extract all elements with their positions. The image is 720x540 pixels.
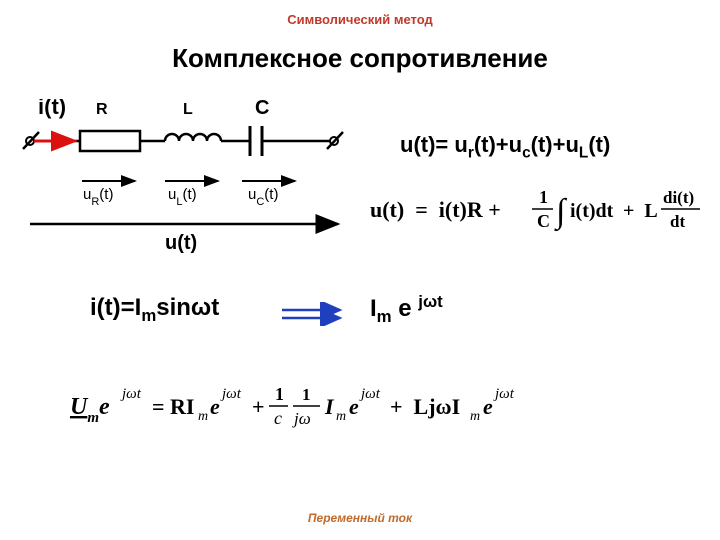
integral-equation: u(t) = i(t)R + 1 C ∫ i(t)dt + L di(t) dt	[370, 179, 705, 245]
svg-text:m: m	[470, 409, 480, 424]
svg-text:jωt: jωt	[120, 386, 142, 402]
svg-text:e: e	[210, 394, 220, 419]
svg-text:m: m	[198, 409, 208, 424]
svg-text:C: C	[537, 211, 550, 231]
transform-row: i(t)=Imsinωt Im e jωt Ume jωt = RI m e j…	[0, 284, 720, 364]
svg-text:jωt: jωt	[359, 386, 381, 402]
ur-label: uR(t)	[83, 186, 113, 208]
svg-text:1: 1	[302, 385, 311, 404]
i-label: i(t)	[38, 99, 66, 119]
svg-text:u(t) = i(t)R +: u(t) = i(t)R +	[370, 197, 501, 222]
circuit-diagram: i(t) R L C uR(t) uL(t) uC(t)	[20, 99, 380, 269]
sum-equation: u(t)= ur(t)+uc(t)+uL(t)	[400, 132, 610, 162]
svg-text:dt: dt	[670, 212, 685, 231]
ul-label: uL(t)	[168, 186, 197, 208]
u-label: u(t)	[165, 232, 197, 254]
svg-text:c: c	[274, 408, 282, 428]
svg-text:Ume: Ume	[70, 394, 110, 426]
footer-tag: Переменный ток	[0, 511, 720, 525]
svg-text:e: e	[483, 394, 493, 419]
svg-text:jωt: jωt	[493, 386, 515, 402]
long-equation: Ume jωt = RI m e jωt + 1 c 1 jω I m e jω…	[70, 374, 670, 445]
svg-text:jω: jω	[292, 409, 311, 428]
svg-text:di(t): di(t)	[663, 188, 694, 207]
it-function: i(t)=Imsinωt	[90, 294, 219, 326]
svg-text:1: 1	[275, 384, 284, 404]
c-label: C	[255, 99, 269, 119]
svg-text:e: e	[349, 394, 359, 419]
page-title: Комплексное сопротивление	[0, 33, 720, 99]
svg-text:jωt: jωt	[220, 386, 242, 402]
svg-text:∫: ∫	[554, 193, 568, 232]
header-tag: Символический метод	[0, 0, 720, 33]
svg-text:I: I	[324, 394, 335, 419]
l-label: L	[183, 101, 193, 118]
svg-text:m: m	[336, 409, 346, 424]
transform-arrow	[280, 302, 350, 326]
svg-text:1: 1	[539, 187, 548, 207]
svg-text:= RI: = RI	[152, 394, 195, 419]
r-label: R	[96, 101, 108, 118]
svg-text:+: +	[252, 394, 265, 419]
svg-text:+ LjωI: + LjωI	[390, 394, 460, 419]
complex-function: Im e jωt	[370, 292, 443, 327]
uc-label: uC(t)	[248, 186, 278, 208]
svg-text:i(t)dt: i(t)dt	[570, 200, 614, 222]
circuit-row: i(t) R L C uR(t) uL(t) uC(t)	[0, 99, 720, 264]
svg-text:+ L: + L	[618, 200, 658, 222]
